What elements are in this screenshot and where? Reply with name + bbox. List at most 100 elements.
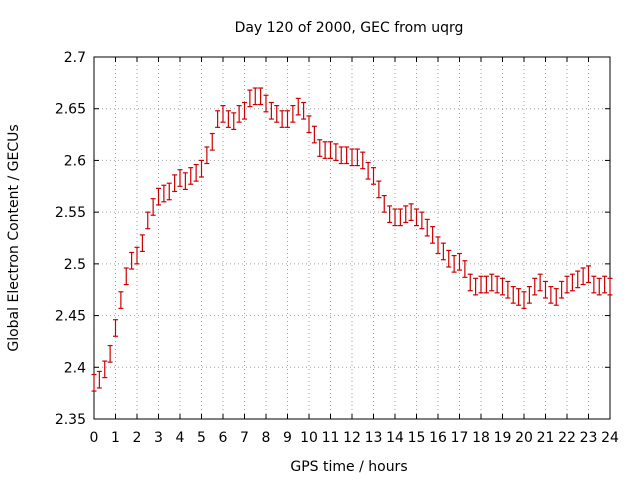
data-point [139, 234, 145, 253]
data-point [161, 184, 167, 203]
x-tick-label: 12 [343, 430, 361, 446]
data-point [543, 280, 548, 299]
data-point [483, 275, 489, 294]
data-point [414, 208, 419, 227]
data-point [215, 110, 221, 128]
data-point [478, 275, 484, 294]
data-point [145, 211, 151, 230]
y-tick-label: 2.5 [64, 257, 86, 273]
data-point [322, 141, 328, 159]
data-point [354, 148, 360, 167]
y-tick-label: 2.6 [64, 153, 86, 169]
data-point [123, 267, 129, 286]
data-point [505, 280, 511, 299]
data-point [102, 360, 108, 379]
data-point [516, 288, 522, 306]
data-point [446, 249, 452, 268]
data-point [403, 205, 409, 224]
data-point [231, 112, 237, 130]
data-point [328, 141, 333, 159]
data-point [290, 105, 296, 123]
x-tick-label: 14 [386, 430, 404, 446]
x-tick-label: 15 [408, 430, 426, 446]
data-point [107, 344, 113, 363]
data-point [365, 161, 371, 180]
data-point [268, 101, 274, 120]
data-point [451, 254, 457, 273]
data-point [247, 89, 253, 108]
data-point [376, 180, 382, 199]
data-point [295, 97, 301, 116]
x-tick-label: 9 [283, 430, 292, 446]
data-point [129, 251, 135, 270]
data-point [580, 267, 586, 286]
data-point [462, 260, 468, 278]
data-points [91, 87, 613, 392]
x-axis-label: GPS time / hours [290, 459, 407, 475]
data-point [258, 87, 264, 106]
x-tick-label: 20 [515, 430, 533, 446]
data-point [575, 270, 581, 289]
x-tick-label: 11 [322, 430, 340, 446]
data-point [134, 246, 140, 265]
y-axis-label: Global Electron Content / GECUs [6, 124, 22, 351]
data-point [440, 242, 446, 261]
data-point [242, 101, 247, 120]
data-point [473, 277, 479, 296]
x-tick-label: 13 [365, 430, 383, 446]
x-tick-label: 21 [537, 430, 555, 446]
x-tick-label: 23 [580, 430, 598, 446]
data-point [225, 110, 231, 128]
data-point [408, 203, 414, 222]
data-point [344, 146, 350, 165]
y-tick-label: 2.7 [64, 50, 86, 66]
y-tick-label: 2.45 [55, 309, 86, 325]
data-point [586, 265, 591, 284]
data-point [274, 105, 280, 123]
data-point [311, 125, 317, 144]
data-point [360, 151, 366, 170]
data-point [607, 277, 613, 296]
data-point [301, 101, 307, 120]
data-point [306, 115, 312, 134]
data-point [467, 273, 473, 292]
data-point [553, 288, 559, 306]
data-point [381, 194, 387, 213]
x-tick-label: 17 [451, 430, 469, 446]
x-tick-label: 1 [111, 430, 120, 446]
x-tick-label: 0 [90, 430, 99, 446]
data-point [209, 132, 215, 151]
x-tick-label: 10 [300, 430, 318, 446]
data-point [532, 277, 538, 296]
x-tick-label: 24 [601, 430, 619, 446]
data-point [392, 208, 398, 227]
y-tick-labels: 2.35 2.4 2.45 2.5 2.55 2.6 2.65 2.7 [55, 50, 610, 428]
data-point [220, 105, 226, 123]
data-point [285, 110, 290, 128]
x-tick-label: 16 [429, 430, 447, 446]
data-point [521, 291, 527, 309]
data-point [435, 236, 441, 255]
x-tick-label: 22 [558, 430, 576, 446]
y-tick-label: 2.55 [55, 205, 86, 221]
data-point [489, 273, 495, 292]
data-point [177, 169, 183, 187]
x-tick-label: 18 [472, 430, 490, 446]
data-point [317, 139, 323, 157]
x-tick-label: 5 [197, 430, 206, 446]
data-point [96, 370, 102, 389]
data-point [591, 275, 597, 294]
x-tick-label: 19 [494, 430, 512, 446]
data-point [526, 286, 532, 304]
grid [94, 57, 610, 419]
data-point [397, 208, 403, 227]
data-point [252, 87, 258, 106]
data-point [338, 146, 344, 165]
data-point [166, 182, 172, 201]
x-tick-label: 3 [154, 430, 163, 446]
data-point [188, 167, 194, 185]
data-point [510, 286, 516, 304]
data-point [371, 167, 376, 185]
data-point [548, 286, 554, 304]
